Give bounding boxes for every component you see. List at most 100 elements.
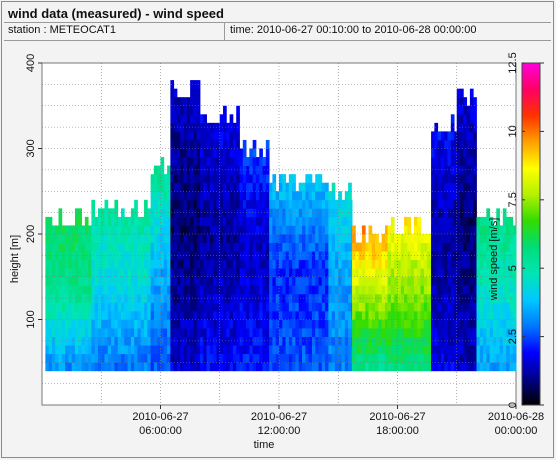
heatmap-cell <box>265 362 270 372</box>
heatmap-cell <box>239 276 244 286</box>
heatmap-cell <box>153 199 158 209</box>
heatmap-cell <box>444 225 448 235</box>
heatmap-cell <box>239 293 244 303</box>
heatmap-cell <box>51 251 56 261</box>
heatmap-cell <box>489 353 494 363</box>
heatmap-cell <box>506 276 510 286</box>
heatmap-cell <box>226 353 231 363</box>
heatmap-cell <box>186 182 191 192</box>
heatmap-cell <box>348 362 352 372</box>
heatmap-cell <box>229 131 234 141</box>
heatmap-cell <box>413 276 418 286</box>
heatmap-cell <box>437 165 442 175</box>
heatmap-cell <box>206 268 211 278</box>
heatmap-cell <box>55 285 59 295</box>
heatmap-cell <box>387 310 392 320</box>
heatmap-cell <box>375 251 379 261</box>
heatmap-cell <box>262 216 267 226</box>
heatmap-cell <box>469 105 474 115</box>
grid-lines <box>42 63 516 405</box>
heatmap-cell <box>325 234 329 243</box>
heatmap-cell <box>272 234 277 243</box>
heatmap-cell <box>68 276 73 286</box>
heatmap-cell <box>512 242 517 252</box>
heatmap-cell <box>55 345 59 355</box>
heatmap-cell <box>492 242 497 252</box>
heatmap-cell <box>325 242 329 252</box>
heatmap-cell <box>378 328 383 337</box>
heatmap-cell <box>365 268 369 278</box>
heatmap-cell <box>209 199 214 209</box>
heatmap-cell <box>170 88 175 98</box>
heatmap-cell <box>137 293 142 303</box>
heatmap-cell <box>334 353 339 363</box>
heatmap-cell <box>163 182 168 192</box>
heatmap-cell <box>272 345 277 355</box>
heatmap-cell <box>144 208 148 218</box>
heatmap-cell <box>173 97 178 107</box>
heatmap-cell <box>285 268 290 278</box>
heatmap-cell <box>417 293 421 303</box>
heatmap-cell <box>147 276 152 286</box>
heatmap-cell <box>341 328 346 337</box>
heatmap-cell <box>180 105 184 115</box>
heatmap-cell <box>400 276 405 286</box>
heatmap-cell <box>469 242 474 252</box>
heatmap-cell <box>61 302 66 312</box>
heatmap-cell <box>456 268 461 278</box>
heatmap-cell <box>147 234 152 243</box>
heatmap-cell <box>173 139 178 149</box>
heatmap-cell <box>318 182 323 192</box>
heatmap-cell <box>88 353 92 363</box>
heatmap-cell <box>101 216 105 226</box>
heatmap-cell <box>440 345 445 355</box>
heatmap-cell <box>111 259 115 269</box>
heatmap-cell <box>183 259 188 269</box>
heatmap-cell <box>417 234 421 243</box>
heatmap-cell <box>193 225 198 235</box>
heatmap-cell <box>104 208 109 218</box>
heatmap-cell <box>410 242 415 252</box>
heatmap-cell <box>150 225 155 235</box>
heatmap-cell <box>213 131 217 141</box>
heatmap-cell <box>460 259 464 269</box>
heatmap-cell <box>153 251 158 261</box>
heatmap-cell <box>236 276 240 286</box>
heatmap-cell <box>413 268 418 278</box>
heatmap-cell <box>348 242 352 252</box>
heatmap-cell <box>355 242 360 252</box>
heatmap-cell <box>434 225 439 235</box>
heatmap-cell <box>242 328 247 337</box>
heatmap-cell <box>157 302 161 312</box>
heatmap-cell <box>219 234 224 243</box>
heatmap-cell <box>176 353 181 363</box>
heatmap-cell <box>160 225 165 235</box>
heatmap-cell <box>206 285 211 295</box>
heatmap-cell <box>186 225 191 235</box>
heatmap-cell <box>469 157 474 166</box>
heatmap-cell <box>232 276 237 286</box>
heatmap-cell <box>400 259 405 269</box>
heatmap-cell <box>236 157 240 166</box>
heatmap-cell <box>193 97 198 107</box>
heatmap-cell <box>496 285 500 295</box>
heatmap-cell <box>404 302 408 312</box>
heatmap-cell <box>473 302 477 312</box>
heatmap-cell <box>209 148 214 158</box>
heatmap-cell <box>229 148 234 158</box>
heatmap-cell <box>200 259 204 269</box>
heatmap-cell <box>61 353 66 363</box>
heatmap-cell <box>311 251 316 261</box>
heatmap-cell <box>51 285 56 295</box>
heatmap-cell <box>348 319 352 329</box>
heatmap-cell <box>341 293 346 303</box>
heatmap-cell <box>282 199 286 209</box>
heatmap-cell <box>232 302 237 312</box>
heatmap-cell <box>104 345 109 355</box>
heatmap-cell <box>223 293 227 303</box>
heatmap-cell <box>308 353 313 363</box>
heatmap-cell <box>321 259 326 269</box>
heatmap-cell <box>463 319 468 329</box>
heatmap-cell <box>140 362 145 372</box>
heatmap-cell <box>434 148 439 158</box>
